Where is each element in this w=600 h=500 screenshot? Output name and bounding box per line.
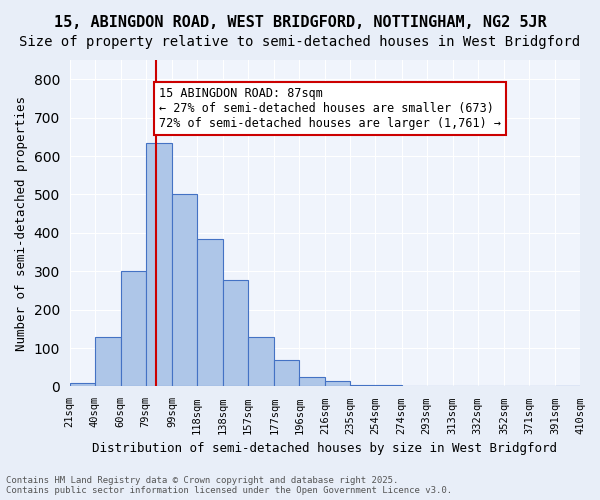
Bar bbox=[274, 360, 299, 386]
Bar bbox=[223, 280, 248, 386]
Bar bbox=[172, 194, 197, 386]
Bar bbox=[325, 382, 350, 386]
Bar bbox=[350, 384, 376, 386]
Bar bbox=[70, 382, 95, 386]
Bar bbox=[95, 338, 121, 386]
Y-axis label: Number of semi-detached properties: Number of semi-detached properties bbox=[15, 96, 28, 350]
Bar bbox=[299, 377, 325, 386]
X-axis label: Distribution of semi-detached houses by size in West Bridgford: Distribution of semi-detached houses by … bbox=[92, 442, 557, 455]
Text: 15, ABINGDON ROAD, WEST BRIDGFORD, NOTTINGHAM, NG2 5JR: 15, ABINGDON ROAD, WEST BRIDGFORD, NOTTI… bbox=[53, 15, 547, 30]
Bar bbox=[197, 240, 223, 386]
Bar bbox=[121, 271, 146, 386]
Text: 15 ABINGDON ROAD: 87sqm
← 27% of semi-detached houses are smaller (673)
72% of s: 15 ABINGDON ROAD: 87sqm ← 27% of semi-de… bbox=[159, 87, 501, 130]
Text: Contains HM Land Registry data © Crown copyright and database right 2025.
Contai: Contains HM Land Registry data © Crown c… bbox=[6, 476, 452, 495]
Bar bbox=[248, 336, 274, 386]
Text: Size of property relative to semi-detached houses in West Bridgford: Size of property relative to semi-detach… bbox=[19, 35, 581, 49]
Bar bbox=[146, 142, 172, 386]
